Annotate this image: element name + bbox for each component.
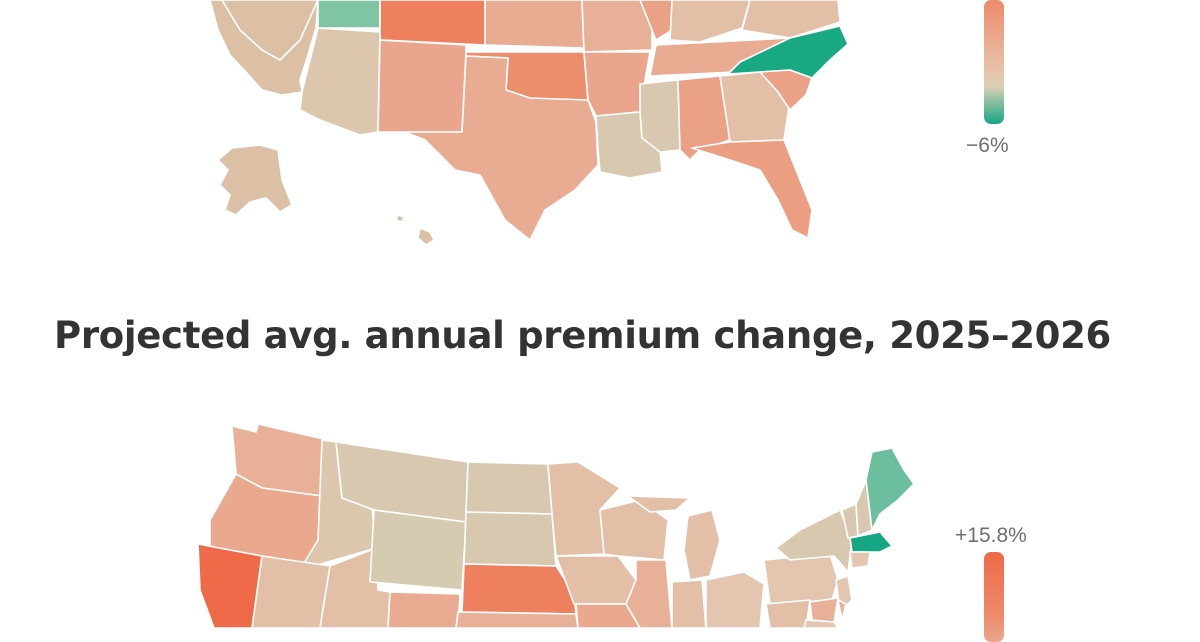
state-nevada-top [221,0,319,61]
state-missouri [575,603,641,628]
state-north-dakota [465,461,553,515]
state-delaware [837,599,847,621]
state-ohio [705,571,765,628]
state-virginia [741,0,841,39]
state-virginia [803,619,839,628]
top-map-states [209,0,849,246]
state-missouri [581,0,653,53]
state-texas [404,55,599,241]
state-michigan [683,509,721,581]
top-legend-min-label: −6% [966,134,1009,157]
state-maine [865,447,915,531]
state-alaska [217,144,293,216]
state-hawaii-islet [395,214,405,223]
top-legend-gradient-bar [984,0,1004,124]
state-south-carolina [759,69,813,111]
state-arizona [299,27,381,136]
state-florida [691,139,813,239]
state-connecticut [849,551,871,569]
state-south-dakota [463,511,557,567]
state-california [197,543,263,628]
bottom-map-states [197,423,915,628]
state-illinois [625,559,673,628]
state-wyoming [369,509,467,591]
state-kansas [455,611,579,628]
state-indiana [671,579,707,628]
state-maryland [809,597,839,623]
bottom-legend-gradient-bar [984,552,1004,642]
state-georgia [719,71,791,143]
state-kentucky [669,0,751,43]
state-michigan-up [627,495,691,513]
top-choropleth-map [209,0,849,246]
state-massachusetts [849,531,893,553]
bottom-legend-max-label: +15.8% [955,524,1027,547]
state-nebraska [461,563,577,615]
state-west-virginia [765,599,811,628]
state-colorado [387,591,461,628]
state-nevada [251,555,331,628]
chart-title: Projected avg. annual premium change, 20… [54,314,1111,357]
bottom-choropleth-map [197,423,915,628]
state-hawaii [417,227,435,246]
state-pennsylvania [763,553,839,605]
